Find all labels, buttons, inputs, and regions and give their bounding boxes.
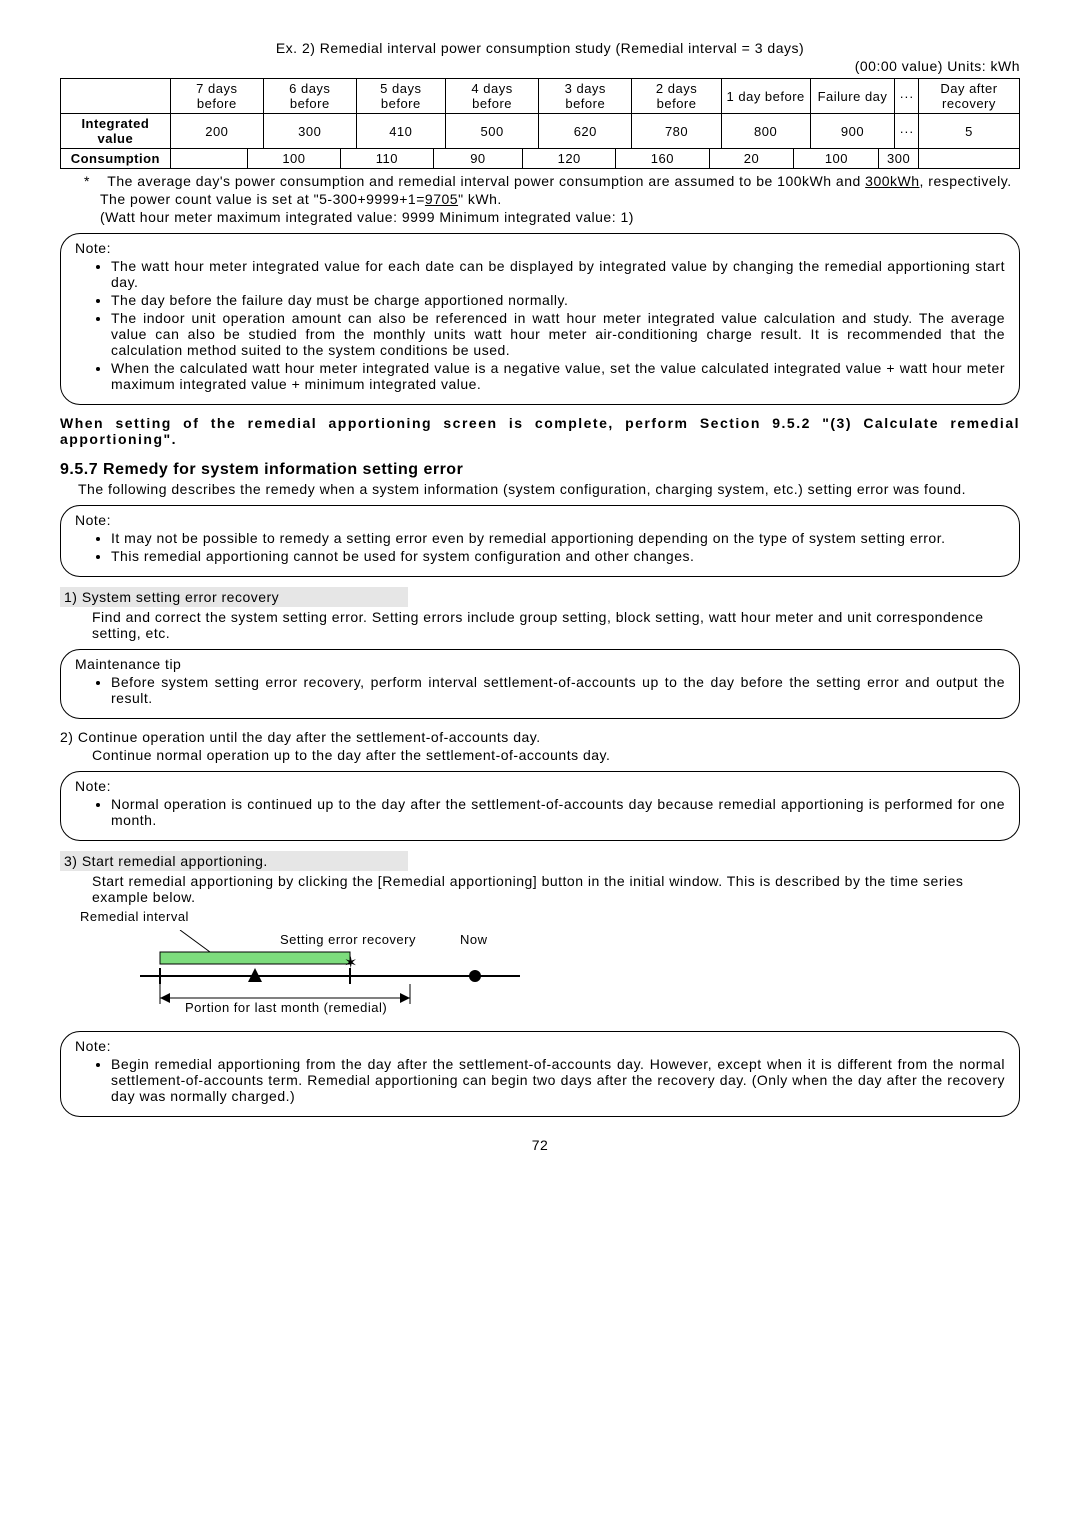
td: 5 — [918, 114, 1019, 149]
td: 100 — [794, 149, 879, 169]
th: Failure day — [810, 79, 895, 114]
td: ··· — [895, 114, 919, 149]
footnote-text: The average day's power consumption and … — [107, 173, 865, 189]
now-marker-icon — [469, 970, 481, 982]
timeline-diagram: Setting error recovery Now ✶ Portion for… — [90, 930, 570, 1023]
note-item: This remedial apportioning cannot be use… — [111, 548, 1005, 564]
footnote-line2: The power count value is set at "5-300+9… — [60, 191, 1020, 207]
note-box-2: Note: It may not be possible to remedy a… — [60, 505, 1020, 577]
section-number: 9.5.7 — [60, 461, 98, 478]
footnote-text: , respectively. — [920, 173, 1012, 189]
timeline-label-remedial: Remedial interval — [80, 909, 1020, 924]
timeline-label-setting: Setting error recovery — [280, 932, 416, 947]
td: 160 — [616, 149, 709, 169]
note-item: Normal operation is continued up to the … — [111, 796, 1005, 828]
th: ··· — [895, 79, 919, 114]
td: 20 — [709, 149, 794, 169]
note-item: The indoor unit operation amount can als… — [111, 310, 1005, 358]
note-title: Note: — [75, 240, 1005, 256]
table-header-row: 7 days before 6 days before 5 days befor… — [61, 79, 1020, 114]
example-caption-right: (00:00 value) Units: kWh — [60, 58, 1020, 74]
note-box-3: Note: Normal operation is continued up t… — [60, 771, 1020, 841]
td: 300 — [879, 149, 919, 169]
note-item: When the calculated watt hour meter inte… — [111, 360, 1005, 392]
td — [918, 149, 1019, 169]
note-title: Note: — [75, 1038, 1005, 1054]
step1-body: Find and correct the system setting erro… — [92, 609, 1020, 641]
th: 2 days before — [632, 79, 721, 114]
note-title: Note: — [75, 778, 1005, 794]
maintenance-tip-box: Maintenance tip Before system setting er… — [60, 649, 1020, 719]
section-title: Remedy for system information setting er… — [103, 461, 463, 478]
th: 7 days before — [170, 79, 263, 114]
tip-item: Before system setting error recovery, pe… — [111, 674, 1005, 706]
td: 780 — [632, 114, 721, 149]
td: 100 — [247, 149, 340, 169]
timeline-label-now: Now — [460, 932, 488, 947]
bold-paragraph: When setting of the remedial apportionin… — [60, 415, 1020, 447]
td: 300 — [263, 114, 356, 149]
footnote-line3: (Watt hour meter maximum integrated valu… — [60, 209, 1020, 225]
step2-title: 2) Continue operation until the day afte… — [60, 729, 1020, 745]
td: 620 — [539, 114, 632, 149]
timeline-svg: Setting error recovery Now ✶ Portion for… — [90, 930, 570, 1020]
td: 500 — [445, 114, 538, 149]
th-blank — [61, 79, 171, 114]
th: 6 days before — [263, 79, 356, 114]
page-number: 72 — [60, 1137, 1020, 1153]
step3-body: Start remedial apportioning by clicking … — [92, 873, 1020, 905]
th: 1 day before — [721, 79, 810, 114]
section-intro: The following describes the remedy when … — [78, 481, 1020, 497]
th: 5 days before — [356, 79, 445, 114]
row-label: Integrated value — [61, 114, 171, 149]
row-label: Consumption — [61, 149, 171, 169]
step1-title: 1) System setting error recovery — [60, 587, 408, 607]
th: Day after recovery — [918, 79, 1019, 114]
note-item: Begin remedial apportioning from the day… — [111, 1056, 1005, 1104]
step3-title: 3) Start remedial apportioning. — [60, 851, 408, 871]
footnote-underline: 300kWh — [865, 173, 919, 189]
td: 110 — [341, 149, 434, 169]
td: 800 — [721, 114, 810, 149]
td: 200 — [170, 114, 263, 149]
consumption-table: 7 days before 6 days before 5 days befor… — [60, 78, 1020, 169]
tip-title: Maintenance tip — [75, 656, 1005, 672]
footnote-text: " kWh. — [458, 191, 502, 207]
timeline-bar — [160, 952, 350, 964]
td: 90 — [433, 149, 522, 169]
note-box-1: Note: The watt hour meter integrated val… — [60, 233, 1020, 405]
example-caption: Ex. 2) Remedial interval power consumpti… — [60, 40, 1020, 56]
note-title: Note: — [75, 512, 1005, 528]
step2-body: Continue normal operation up to the day … — [92, 747, 1020, 763]
footnote-line1: * The average day's power consumption an… — [60, 173, 1020, 189]
td: 410 — [356, 114, 445, 149]
note-item: The day before the failure day must be c… — [111, 292, 1005, 308]
table-row-consumption: Consumption 100 110 90 120 160 20 100 30… — [61, 149, 1020, 169]
note-box-4: Note: Begin remedial apportioning from t… — [60, 1031, 1020, 1117]
timeline-label-portion: Portion for last month (remedial) — [185, 1000, 387, 1015]
note-item: It may not be possible to remedy a setti… — [111, 530, 1005, 546]
td: 120 — [523, 149, 616, 169]
table-row-integrated: Integrated value 200 300 410 500 620 780… — [61, 114, 1020, 149]
footnote-text: The power count value is set at "5-300+9… — [100, 191, 425, 207]
section-heading: 9.5.7 Remedy for system information sett… — [60, 461, 1020, 479]
note-item: The watt hour meter integrated value for… — [111, 258, 1005, 290]
td: 900 — [810, 114, 895, 149]
th: 3 days before — [539, 79, 632, 114]
th: 4 days before — [445, 79, 538, 114]
td-half — [170, 149, 247, 169]
footnote-bullet: * — [84, 173, 90, 189]
footnote-underline: 9705 — [425, 191, 458, 207]
